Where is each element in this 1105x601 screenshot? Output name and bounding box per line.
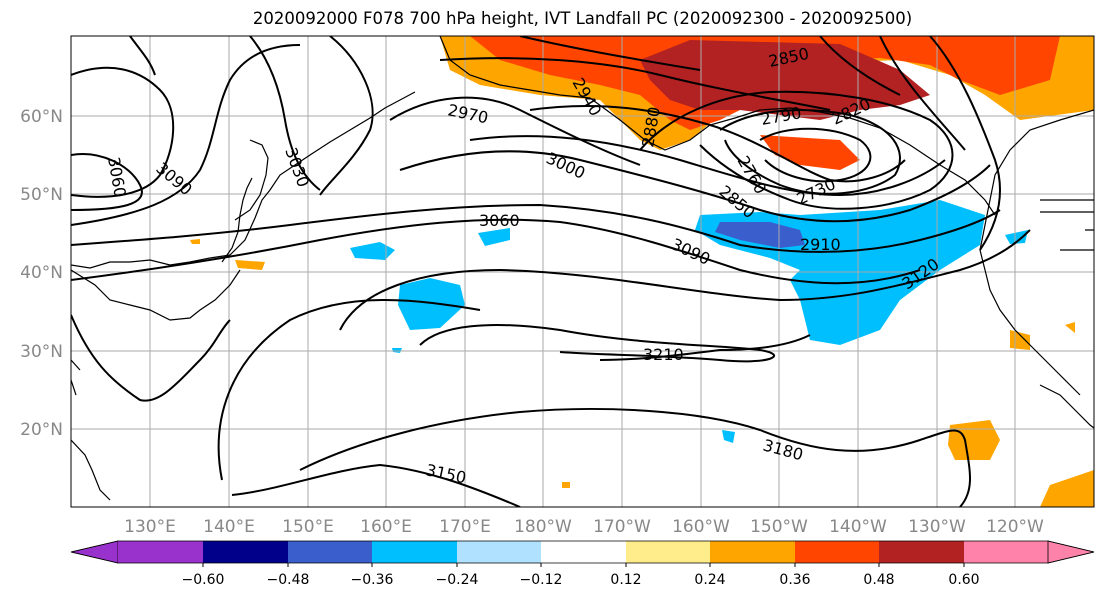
lat-label: 30°N [20, 342, 63, 362]
colorbar-segment [626, 541, 710, 563]
lat-label: 60°N [20, 107, 63, 127]
lon-label: 160°W [672, 517, 730, 537]
colorbar-segment [288, 541, 372, 563]
colorbar-segment [203, 541, 288, 563]
lon-label: 130°E [124, 517, 176, 537]
lon-label: 170°E [439, 517, 491, 537]
colorbar-tick-label: 0.12 [610, 572, 641, 588]
colorbar-segment [879, 541, 964, 563]
colorbar-extend-max [1047, 540, 1095, 564]
contour-label: 2910 [800, 235, 841, 254]
lat-label: 20°N [20, 420, 63, 440]
lon-label: 180°W [514, 517, 572, 537]
colorbar-tick-label: −0.24 [436, 572, 479, 588]
colorbar-segment [710, 541, 795, 563]
colorbar: −0.60 −0.48 −0.36 −0.24 −0.12 0.12 0.24 … [70, 540, 1095, 588]
colorbar-segment [795, 541, 879, 563]
colorbar-tick-label: −0.36 [351, 572, 394, 588]
colorbar-segment [118, 541, 203, 563]
colorbar-segment [457, 541, 541, 563]
lon-label: 140°W [829, 517, 887, 537]
lon-label: 150°E [282, 517, 334, 537]
colorbar-segment [541, 541, 626, 563]
lon-label: 170°W [593, 517, 651, 537]
lat-label: 40°N [20, 263, 63, 283]
longitude-labels: 130°E 140°E 150°E 160°E 170°E 180°W 170°… [124, 517, 1044, 537]
colorbar-tick-label: 0.48 [863, 572, 894, 588]
colorbar-tick-label: 0.24 [694, 572, 725, 588]
colorbar-outline [70, 540, 1095, 564]
colorbar-tick-label: 0.60 [948, 572, 979, 588]
colorbar-segment [372, 541, 457, 563]
lon-label: 160°E [360, 517, 412, 537]
latitude-labels: 60°N 50°N 40°N 30°N 20°N [20, 107, 63, 440]
colorbar-extend-min [70, 540, 119, 564]
colorbar-tick-label: −0.48 [267, 572, 310, 588]
contour-label: 3210 [643, 345, 684, 364]
contour-label: 3060 [479, 211, 520, 230]
lon-label: 150°W [750, 517, 808, 537]
colorbar-tick-label: −0.60 [182, 572, 225, 588]
map-title: 2020092000 F078 700 hPa height, IVT Land… [252, 9, 913, 28]
colorbar-tick-label: 0.36 [779, 572, 810, 588]
colorbar-segment [964, 541, 1048, 563]
lat-label: 50°N [20, 185, 63, 205]
map-frame [70, 35, 1095, 508]
lon-label: 120°W [986, 517, 1044, 537]
lon-label: 140°E [203, 517, 255, 537]
height-contours [71, 36, 1031, 507]
lon-label: 130°W [908, 517, 966, 537]
colorbar-tick-label: −0.12 [520, 572, 563, 588]
